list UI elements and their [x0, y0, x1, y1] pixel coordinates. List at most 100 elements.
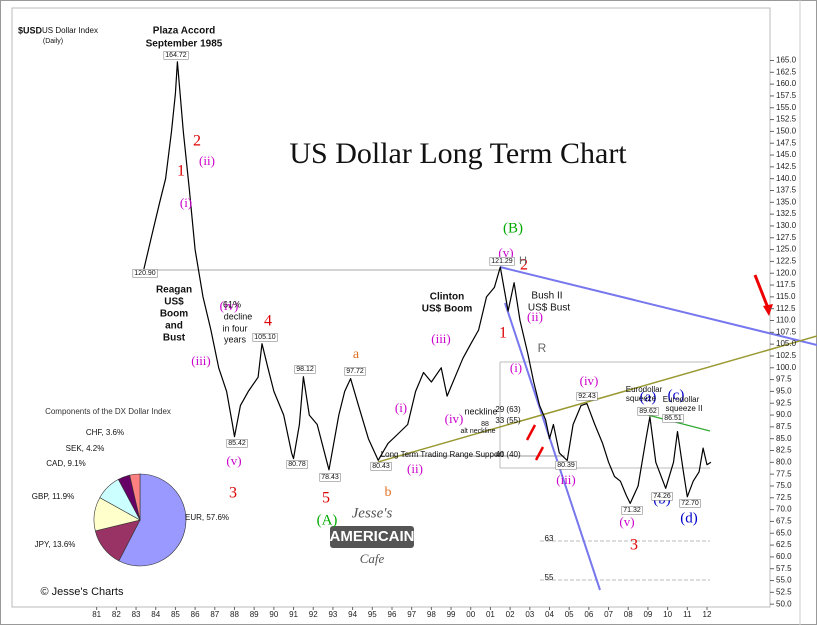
annotation: (iv) — [445, 411, 464, 426]
y-tick-label: 122.5 — [776, 257, 797, 266]
annotation: alt neckline — [460, 428, 495, 435]
value-label-box — [662, 414, 684, 423]
pie-slice — [129, 473, 141, 521]
value-label: 80.39 — [557, 462, 575, 469]
price-line — [143, 61, 712, 504]
y-tick-label: 85.0 — [776, 434, 792, 443]
y-tick-label: 155.0 — [776, 103, 797, 112]
value-label-box — [651, 492, 673, 501]
x-tick-label: 10 — [663, 610, 672, 619]
y-tick-label: 82.5 — [776, 446, 792, 455]
annotation: $USD — [18, 25, 43, 35]
value-label: 74.26 — [653, 493, 671, 500]
arrow — [534, 446, 545, 461]
annotation: Cafe — [360, 551, 385, 566]
value-label-box — [132, 269, 158, 278]
annotation: in four — [222, 323, 247, 333]
y-tick-label: 162.5 — [776, 67, 797, 76]
value-label: 72.70 — [681, 500, 699, 507]
y-tick-label: 132.5 — [776, 209, 797, 218]
value-label-box — [637, 407, 659, 416]
annotation: 5 — [322, 490, 330, 507]
annotation: US$ Boom — [422, 304, 473, 315]
annotation: squeeze — [626, 394, 657, 403]
annotation: (v) — [619, 514, 634, 529]
value-label-box — [226, 439, 248, 448]
value-label: 164.72 — [165, 52, 187, 59]
y-tick-label: 157.5 — [776, 91, 797, 100]
annotation: Jesse's — [352, 505, 393, 521]
annotation: (ii) — [199, 153, 215, 168]
value-label: 85.42 — [228, 440, 246, 447]
y-tick-label: 57.5 — [776, 564, 792, 573]
pie-label: CAD, 9.1% — [46, 459, 86, 468]
annotation: neckline — [464, 406, 497, 416]
annotation: 3 — [630, 537, 638, 554]
annotation: years — [224, 334, 247, 344]
annotation: (iii) — [556, 472, 576, 487]
annotation: September 1985 — [146, 39, 223, 50]
y-tick-label: 70.0 — [776, 505, 792, 514]
value-label-box — [294, 365, 316, 374]
annotation: US Dollar Index — [42, 26, 98, 35]
annotation: (ii) — [527, 309, 543, 324]
y-tick-label: 55.0 — [776, 576, 792, 585]
y-tick-label: 160.0 — [776, 79, 797, 88]
value-label-box — [555, 461, 577, 470]
value-label: 80.43 — [372, 463, 390, 470]
value-label: 121.29 — [491, 258, 513, 265]
value-label: 92.43 — [578, 393, 596, 400]
annotation: 2 — [193, 133, 201, 150]
annotation: Clinton — [430, 292, 464, 303]
annotation: Plaza Accord — [153, 26, 215, 37]
y-tick-label: 110.0 — [776, 316, 796, 325]
y-tick-label: 107.5 — [776, 327, 797, 336]
annotation: 1 — [177, 163, 185, 180]
annotation: Bust — [163, 333, 186, 344]
annotation: (i) — [395, 400, 407, 415]
pie-label: EUR, 57.6% — [185, 513, 229, 522]
annotation: Bush II — [531, 291, 562, 302]
annotation: 88 — [481, 421, 489, 428]
x-tick-label: 96 — [388, 610, 397, 619]
arrow — [525, 424, 537, 441]
y-tick-label: 87.5 — [776, 422, 792, 431]
annotation: (iii) — [191, 353, 211, 368]
x-tick-label: 82 — [112, 610, 121, 619]
annotation: 63 — [545, 534, 554, 543]
x-tick-label: 03 — [525, 610, 534, 619]
value-label: 80.78 — [288, 461, 306, 468]
y-tick-label: 102.5 — [776, 351, 797, 360]
y-tick-label: 80.0 — [776, 457, 792, 466]
value-label-box — [319, 473, 341, 482]
x-tick-label: 08 — [624, 610, 633, 619]
pie-label: SEK, 4.2% — [66, 444, 105, 453]
annotation: a — [353, 347, 360, 362]
x-tick-label: 09 — [643, 610, 652, 619]
annotation: 1 — [499, 325, 507, 342]
annotation: (a) — [640, 389, 657, 405]
annotation: (B) — [503, 220, 523, 236]
y-tick-label: 95.0 — [776, 387, 792, 396]
x-tick-label: 91 — [289, 610, 298, 619]
annotation: (i) — [510, 360, 522, 375]
trend-line — [504, 302, 601, 591]
x-tick-label: 84 — [151, 610, 160, 619]
annotation: Reagan — [156, 285, 192, 296]
annotation: 61% — [223, 299, 241, 309]
annotation: US$ — [164, 297, 184, 308]
x-tick-label: 89 — [250, 610, 259, 619]
drawn-lines — [134, 266, 817, 591]
x-tick-label: 81 — [92, 610, 101, 619]
annotation: AMERICAIN — [330, 528, 415, 545]
annotation: decline — [224, 311, 253, 321]
y-tick-label: 97.5 — [776, 375, 792, 384]
value-label-box — [370, 462, 392, 471]
arrow-head — [763, 304, 773, 316]
y-tick-label: 77.5 — [776, 469, 792, 478]
value-label-box — [621, 506, 643, 515]
y-tick-label: 67.5 — [776, 517, 792, 526]
x-tick-label: 90 — [269, 610, 278, 619]
y-tick-label: 100.0 — [776, 363, 797, 372]
